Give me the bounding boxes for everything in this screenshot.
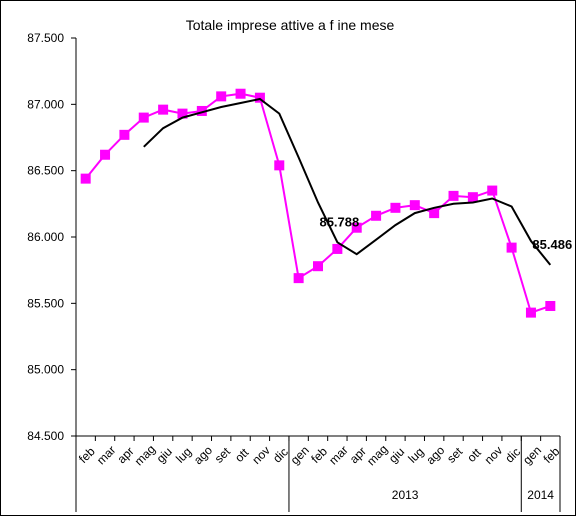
x-tick-label: ott bbox=[464, 445, 484, 465]
x-tick-label: ott bbox=[232, 445, 252, 465]
data-point bbox=[467, 192, 478, 203]
y-tick-label: 86.500 bbox=[27, 164, 64, 178]
data-point bbox=[293, 273, 304, 284]
data-point bbox=[545, 300, 556, 311]
data-point bbox=[158, 104, 169, 115]
x-tick-label: feb bbox=[308, 444, 330, 466]
data-point bbox=[274, 160, 285, 171]
year-label: 2013 bbox=[392, 488, 419, 502]
data-label: 85.788 bbox=[319, 214, 359, 229]
data-point bbox=[448, 190, 459, 201]
data-point bbox=[371, 210, 382, 221]
series-line-black bbox=[143, 97, 552, 266]
data-point bbox=[254, 92, 265, 103]
data-point bbox=[429, 208, 440, 219]
x-tick-label: apr bbox=[347, 444, 369, 466]
data-point bbox=[351, 222, 362, 233]
x-tick-label: giu bbox=[154, 445, 175, 466]
y-tick-label: 85.500 bbox=[27, 296, 64, 310]
data-point bbox=[313, 261, 323, 272]
data-point bbox=[119, 129, 130, 140]
data-point bbox=[235, 88, 246, 99]
data-point bbox=[196, 105, 207, 116]
x-tick-label: dic bbox=[270, 445, 291, 466]
data-point bbox=[216, 91, 227, 102]
data-point bbox=[390, 202, 401, 213]
data-point bbox=[332, 243, 343, 254]
x-tick-label: giu bbox=[386, 445, 407, 466]
x-tick-label: set bbox=[212, 444, 234, 466]
data-point bbox=[506, 242, 517, 253]
data-label: 85.486 bbox=[532, 237, 572, 252]
x-tick-label: lug bbox=[405, 445, 426, 466]
x-tick-label: apr bbox=[114, 444, 136, 466]
chart-title: Totale imprese attive a f ine mese bbox=[186, 17, 395, 33]
x-tick-label: set bbox=[444, 444, 466, 466]
y-tick-label: 85.000 bbox=[27, 363, 64, 377]
x-tick-label: feb bbox=[76, 444, 98, 466]
y-tick-label: 87.000 bbox=[27, 97, 64, 111]
data-point bbox=[100, 149, 111, 160]
data-point bbox=[525, 307, 536, 318]
y-tick-label: 84.500 bbox=[27, 429, 64, 443]
y-tick-label: 86.000 bbox=[27, 230, 64, 244]
data-point bbox=[487, 185, 498, 196]
x-tick-label: lug bbox=[173, 445, 194, 466]
data-point bbox=[409, 200, 420, 211]
data-point bbox=[138, 112, 149, 123]
x-tick-label: dic bbox=[502, 445, 523, 466]
year-label: 2014 bbox=[527, 488, 554, 502]
y-tick-label: 87.500 bbox=[27, 31, 64, 45]
data-point bbox=[80, 173, 91, 184]
data-point bbox=[177, 108, 188, 119]
x-tick-label: feb bbox=[541, 444, 563, 466]
